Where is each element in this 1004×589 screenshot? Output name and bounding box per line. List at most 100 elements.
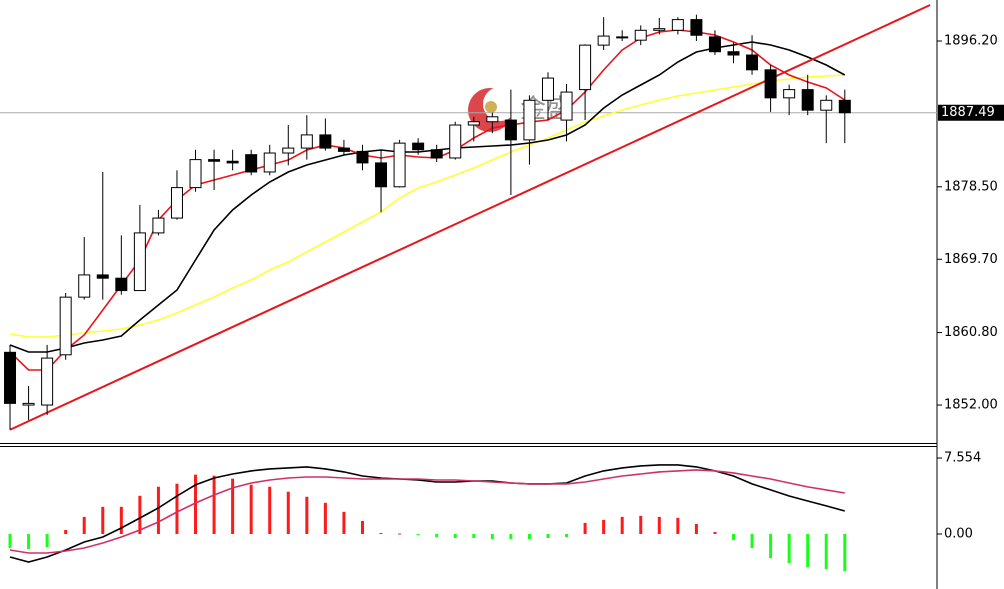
y-tick-label: 1860.80 bbox=[944, 325, 998, 340]
histogram-bar bbox=[342, 511, 346, 534]
histogram-bar bbox=[27, 533, 31, 550]
y-tick-label: 0.00 bbox=[944, 526, 973, 541]
candle-body bbox=[152, 217, 165, 234]
histogram-bar bbox=[583, 522, 587, 534]
y-tick-label: 1852.00 bbox=[944, 398, 998, 413]
candle-body bbox=[4, 351, 17, 404]
candle-body bbox=[541, 77, 554, 101]
histogram-bar bbox=[138, 495, 142, 534]
candle-body bbox=[337, 147, 350, 152]
histogram-bar bbox=[639, 515, 643, 534]
histogram-bar bbox=[398, 533, 402, 535]
histogram-bar bbox=[231, 478, 235, 534]
candle-body bbox=[708, 36, 721, 53]
candle-body bbox=[41, 357, 54, 406]
histogram-bar bbox=[194, 474, 198, 534]
histogram-bar bbox=[212, 475, 216, 534]
candle-body bbox=[504, 119, 517, 141]
histogram-bar bbox=[305, 496, 309, 534]
histogram-bar bbox=[453, 533, 457, 539]
last-price-label: 1887.49 bbox=[941, 105, 995, 120]
histogram-bar bbox=[101, 506, 105, 534]
candle-body bbox=[282, 147, 295, 154]
histogram-bar bbox=[249, 484, 253, 534]
histogram-bar bbox=[750, 533, 754, 549]
histogram-bar bbox=[360, 520, 364, 534]
last-price-box bbox=[938, 104, 1004, 121]
histogram-bar bbox=[694, 523, 698, 534]
candle-body bbox=[690, 19, 703, 36]
candle-body bbox=[579, 44, 592, 91]
candle-body bbox=[393, 142, 406, 188]
candle-body bbox=[430, 149, 443, 159]
candle-body bbox=[671, 19, 684, 31]
candle-body bbox=[356, 150, 369, 164]
candle-body bbox=[319, 134, 332, 149]
candle-body bbox=[783, 89, 796, 99]
candle-body bbox=[523, 99, 536, 141]
indicator-line bbox=[9, 29, 846, 371]
histogram-bar bbox=[416, 533, 420, 535]
candle-body bbox=[467, 121, 480, 126]
histogram-bar bbox=[676, 517, 680, 534]
histogram-bar bbox=[657, 516, 661, 534]
candle-body bbox=[115, 277, 128, 292]
histogram-bar bbox=[323, 502, 327, 534]
histogram-bar bbox=[490, 533, 494, 540]
y-tick-label: 7.554 bbox=[944, 451, 981, 466]
histogram-bar bbox=[175, 483, 179, 534]
histogram-bar bbox=[286, 491, 290, 534]
histogram-bar bbox=[806, 533, 810, 568]
candle-body bbox=[746, 54, 759, 71]
candle-body bbox=[820, 99, 833, 111]
candle-body bbox=[263, 152, 276, 173]
candle-body bbox=[96, 274, 109, 279]
histogram-bar bbox=[565, 533, 569, 538]
trend-line bbox=[9, 4, 931, 431]
histogram-bar bbox=[472, 533, 476, 539]
histogram-bar bbox=[45, 533, 49, 548]
logo-dot bbox=[485, 101, 497, 113]
candle-body bbox=[801, 89, 814, 111]
y-tick-label: 1878.50 bbox=[944, 179, 998, 194]
indicator-line bbox=[9, 464, 846, 563]
candle-body bbox=[300, 134, 313, 149]
histogram-bar bbox=[731, 533, 735, 541]
histogram-bar bbox=[119, 506, 123, 534]
indicator-line bbox=[9, 41, 846, 353]
indicator-line bbox=[9, 469, 845, 554]
histogram-bar bbox=[824, 533, 828, 570]
histogram-bar bbox=[435, 533, 439, 538]
y-tick-label: 1869.70 bbox=[944, 252, 998, 267]
candle-body bbox=[22, 402, 35, 406]
histogram-bar bbox=[620, 516, 624, 534]
histogram-bar bbox=[82, 516, 86, 534]
candle-body bbox=[634, 29, 647, 41]
candle-body bbox=[486, 116, 499, 123]
candle-body bbox=[170, 187, 183, 219]
indicator-line bbox=[9, 74, 845, 338]
histogram-bar bbox=[527, 533, 531, 540]
candle-body bbox=[449, 124, 462, 159]
candle-body bbox=[727, 51, 740, 56]
histogram-bar bbox=[379, 532, 383, 534]
histogram-bar bbox=[602, 519, 606, 534]
candle-body bbox=[764, 69, 777, 99]
histogram-bar bbox=[156, 486, 160, 534]
candle-body bbox=[245, 154, 258, 173]
candle-body bbox=[208, 159, 221, 162]
candle-body bbox=[597, 35, 610, 46]
candle-body bbox=[560, 91, 573, 121]
histogram-bar bbox=[546, 533, 550, 539]
candle-body bbox=[375, 162, 388, 188]
candle-body bbox=[189, 159, 202, 189]
candle-body bbox=[412, 142, 425, 151]
histogram-bar bbox=[64, 529, 68, 534]
histogram-bar bbox=[769, 533, 773, 559]
candle-body bbox=[653, 28, 666, 31]
histogram-bar bbox=[787, 533, 791, 564]
histogram-bar bbox=[268, 486, 272, 534]
candle-body bbox=[133, 232, 146, 292]
